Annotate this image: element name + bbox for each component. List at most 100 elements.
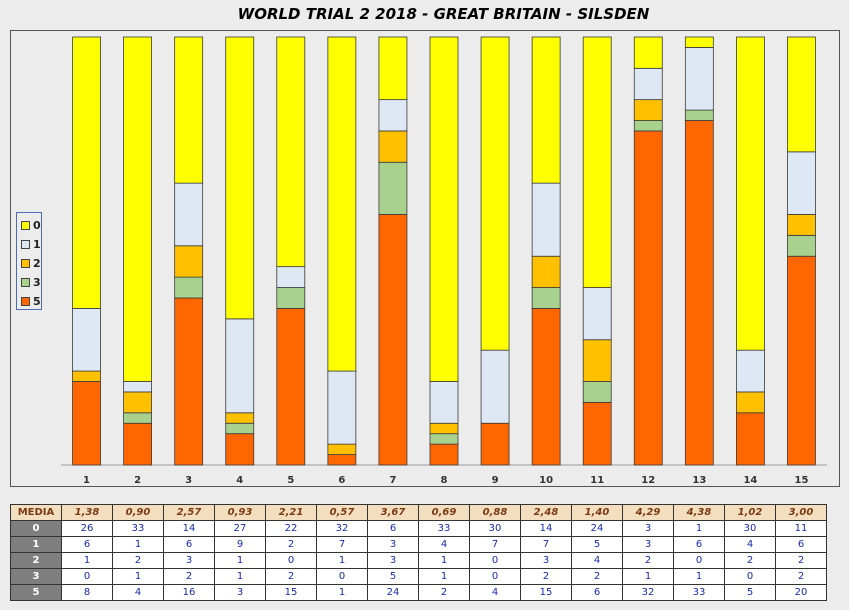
table-cell: 1 — [418, 568, 470, 585]
media-cell: 1,38 — [61, 504, 113, 521]
legend-item-5: 5 — [21, 294, 41, 308]
bar-segment-11-score-2 — [582, 339, 612, 382]
media-cell: 2,21 — [265, 504, 317, 521]
bar-segment-7-score-2 — [378, 130, 408, 163]
bar-segment-14-score-1 — [736, 349, 765, 393]
bar-segment-6-score-5 — [327, 454, 357, 466]
bar-segment-4-score-5 — [225, 433, 255, 466]
table-cell: 1 — [673, 568, 725, 585]
legend-swatch — [21, 220, 30, 230]
bar-segment-10-score-0 — [531, 36, 561, 184]
bar-segment-11-score-1 — [582, 287, 612, 341]
table-cell: 9 — [214, 536, 266, 553]
bar-segment-9-score-5 — [480, 422, 510, 466]
x-tick-label: 12 — [641, 475, 655, 486]
table-cell: 15 — [520, 584, 572, 601]
bar-segment-14-score-2 — [736, 391, 765, 414]
bar-segment-9-score-1 — [480, 349, 510, 424]
bar-segment-3-score-5 — [174, 297, 204, 466]
media-cell: 0,90 — [112, 504, 164, 521]
table-cell: 5 — [724, 584, 776, 601]
table-cell: 0 — [673, 552, 725, 569]
row-header: 3 — [10, 568, 62, 585]
bar-segment-14-score-5 — [736, 412, 765, 466]
table-cell: 2 — [265, 536, 317, 553]
table-cell: 0 — [61, 568, 113, 585]
bar-segment-6-score-1 — [327, 370, 357, 445]
table-cell: 2 — [571, 568, 623, 585]
legend-item-3: 3 — [21, 275, 41, 289]
media-cell: 4,38 — [673, 504, 725, 521]
bar-segment-2-score-0 — [123, 36, 152, 382]
media-cell: 3,00 — [775, 504, 827, 521]
media-cell: 1,02 — [724, 504, 776, 521]
table-cell: 3 — [520, 552, 572, 569]
table-cell: 0 — [724, 568, 776, 585]
table-cell: 2 — [418, 584, 470, 601]
row-header: 1 — [10, 536, 62, 553]
table-cell: 5 — [367, 568, 419, 585]
bar-segment-7-score-0 — [378, 36, 408, 101]
bar-segment-5-score-0 — [276, 36, 306, 268]
table-cell: 1 — [214, 568, 266, 585]
bar-segment-8-score-1 — [429, 381, 459, 424]
table-cell: 2 — [775, 552, 827, 569]
legend-swatch — [21, 258, 30, 268]
table-cell: 7 — [469, 536, 521, 553]
bar-segment-12-score-5 — [633, 130, 663, 466]
table-cell: 2 — [112, 552, 164, 569]
x-tick-label: 6 — [338, 475, 345, 486]
table-cell: 3 — [214, 584, 266, 601]
table-cell: 1 — [61, 552, 113, 569]
table-cell: 7 — [316, 536, 368, 553]
bar-segment-13-score-0 — [684, 36, 714, 48]
table-row-media: MEDIA 1,38 0,90 2,57 0,93 2,21 0,57 3,67 0,69 0,8… — [10, 504, 827, 521]
table-cell: 2 — [265, 568, 317, 585]
table-cell: 33 — [112, 520, 164, 537]
bar-segment-3-score-2 — [174, 245, 204, 278]
table-cell: 4 — [469, 584, 521, 601]
bar-segment-13-score-1 — [684, 47, 714, 111]
bar-segment-15-score-1 — [787, 151, 816, 215]
legend-label: 1 — [33, 237, 41, 251]
table-cell: 20 — [775, 584, 827, 601]
table-cell: 14 — [163, 520, 215, 537]
row-header: 2 — [10, 552, 62, 569]
x-tick-label: 9 — [492, 475, 499, 486]
table-cell: 6 — [61, 536, 113, 553]
x-tick-label: 8 — [441, 475, 448, 486]
bar-segment-11-score-5 — [582, 401, 612, 466]
bar-segment-2-score-1 — [123, 381, 152, 393]
table-cell: 1 — [112, 536, 164, 553]
table-cell: 2 — [622, 552, 674, 569]
x-tick-label: 13 — [692, 475, 706, 486]
bar-segment-2-score-2 — [123, 391, 152, 414]
legend-label: 3 — [33, 275, 41, 289]
table-cell: 16 — [163, 584, 215, 601]
table-cell: 5 — [571, 536, 623, 553]
bar-segment-1-score-5 — [72, 381, 101, 466]
table-cell: 7 — [520, 536, 572, 553]
bar-segment-2-score-3 — [123, 412, 152, 424]
bar-segment-12-score-1 — [633, 67, 663, 101]
stacked-bar-chart: 1 2 3 4 5 6 7 8 9 10 11 12 13 14 15 — [61, 36, 827, 486]
bar-segment-1-score-2 — [72, 370, 101, 382]
table-cell: 4 — [724, 536, 776, 553]
bar-segment-7-score-3 — [378, 161, 408, 215]
table-cell: 0 — [469, 552, 521, 569]
table-cell: 30 — [469, 520, 521, 537]
data-table: MEDIA 1,38 0,90 2,57 0,93 2,21 0,57 3,67 0,69 0,8… — [10, 504, 827, 601]
bar-segment-1-score-1 — [72, 308, 101, 372]
table-row: 5 8 4 16 3 15 1 24 2 4 15 6 32 33 5 20 — [10, 584, 827, 601]
bar-segment-15-score-2 — [787, 214, 816, 236]
x-tick-label: 4 — [236, 475, 243, 486]
bar-segment-5-score-5 — [276, 308, 306, 466]
row-header-media: MEDIA — [10, 504, 62, 521]
table-cell: 3 — [367, 552, 419, 569]
bar-segment-5-score-3 — [276, 287, 306, 309]
table-cell: 1 — [316, 584, 368, 601]
media-cell: 2,57 — [163, 504, 215, 521]
table-cell: 3 — [163, 552, 215, 569]
legend-swatch — [21, 296, 30, 306]
